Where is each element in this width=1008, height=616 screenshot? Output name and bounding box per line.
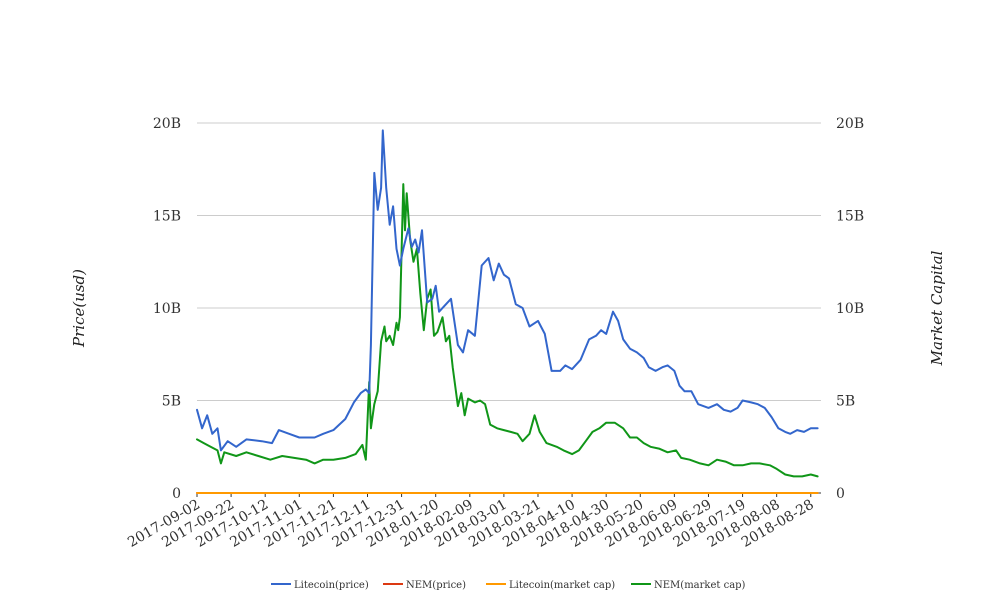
- left-y-tick-label: 15B: [153, 209, 181, 225]
- legend-label-litecoin-price: Litecoin(price): [294, 580, 369, 591]
- legend-label-litecoin-market-cap: Litecoin(market cap): [509, 580, 615, 591]
- right-y-axis: 0 5B 10B 15B 20B: [836, 116, 864, 502]
- series-line-litecoin-price: [196, 129, 819, 452]
- right-y-tick-label: 0: [836, 486, 845, 502]
- right-y-tick-label: 10B: [836, 301, 864, 317]
- legend-label-nem-market-cap: NEM(market cap): [654, 580, 746, 591]
- legend-label-nem-price: NEM(price): [406, 580, 466, 591]
- gridlines: [197, 122, 821, 494]
- legend: Litecoin(price) NEM(price) Litecoin(market…: [271, 580, 746, 591]
- right-y-tick-label: 5B: [836, 394, 855, 410]
- series-line-nem-market-cap: [196, 183, 819, 478]
- left-y-tick-label: 5B: [162, 394, 181, 410]
- right-y-tick-label: 15B: [836, 209, 864, 225]
- right-y-tick-label: 20B: [836, 116, 864, 132]
- left-y-tick-label: 0: [172, 486, 181, 502]
- left-y-tick-label: 10B: [153, 301, 181, 317]
- left-axis-title: Price(usd): [70, 269, 88, 348]
- left-y-tick-label: 20B: [153, 116, 181, 132]
- series-lines: [196, 129, 819, 494]
- right-axis-title: Market Capital: [928, 250, 946, 366]
- left-y-axis: 0 5B 10B 15B 20B: [153, 116, 181, 502]
- x-axis: 2017-09-022017-09-222017-10-122017-11-01…: [125, 493, 817, 551]
